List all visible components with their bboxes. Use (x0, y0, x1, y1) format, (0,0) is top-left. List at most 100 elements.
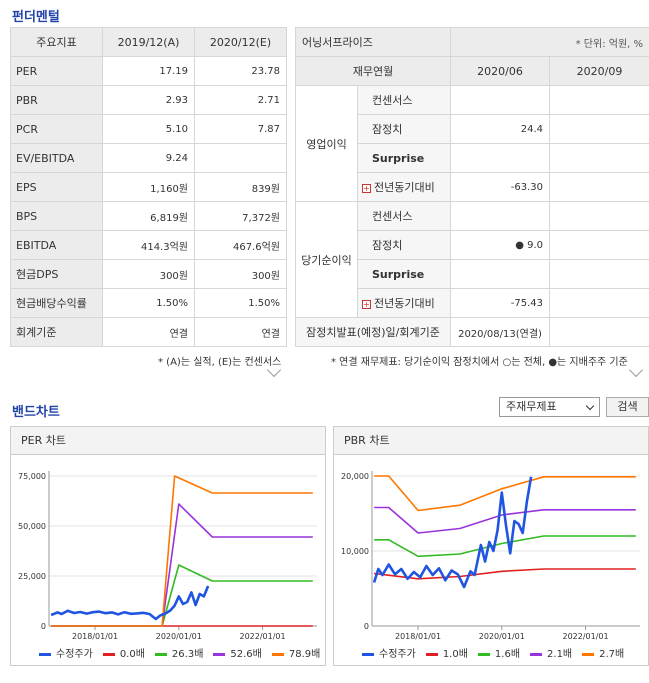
earnings-row-text: 컨센서스 (372, 210, 413, 223)
y-tick-label: 50,000 (18, 522, 46, 531)
earnings-row-label: Surprise (357, 259, 451, 289)
expand-plus-icon[interactable]: + (362, 299, 371, 309)
series-line-0 (50, 585, 210, 621)
series-line-2 (374, 535, 636, 558)
indicator-value: 300원 (102, 259, 195, 289)
earnings-title: 어닝서프라이즈 (295, 27, 451, 57)
legend-label: 2.7배 (599, 649, 625, 660)
indicator-label: PCR (10, 114, 103, 144)
series-line-4 (374, 475, 636, 512)
indicator-label: EPS (10, 172, 103, 202)
legend-label: 52.6배 (230, 649, 262, 660)
table-row: 잠정치 24.4 (296, 114, 649, 144)
per-chart-title: PER 차트 (11, 427, 325, 455)
fund-header-2019: 2019/12(A) (102, 27, 195, 57)
earnings-value: ● 9.0 (450, 230, 550, 260)
table-row: 영업이익 컨센서스 (295, 85, 649, 202)
indicator-value: 1.50% (194, 288, 287, 318)
earnings-row-label[interactable]: + 전년동기대비 (357, 172, 451, 202)
statement-select[interactable]: 주재무제표 (499, 397, 600, 417)
earnings-row-text: 잠정치 (372, 123, 403, 136)
series-line-1 (374, 568, 636, 580)
fundamental-note: * (A)는 실적, (E)는 컨센서스 (158, 357, 282, 368)
earnings-group-label: 영업이익 (295, 85, 358, 202)
series-line-3 (51, 503, 313, 627)
chevron-down-icon[interactable] (628, 362, 644, 378)
indicator-label: PBR (10, 85, 103, 115)
legend-label: 1.0배 (442, 649, 468, 660)
indicator-value: 23.78 (194, 56, 287, 86)
y-tick-label: 10,000 (341, 547, 369, 556)
earnings-row-label: 잠정치 (357, 230, 451, 260)
earnings-value (450, 259, 550, 289)
statement-select-value: 주재무제표 (506, 400, 557, 413)
earnings-value (548, 288, 649, 318)
indicator-label: 현금DPS (10, 259, 103, 289)
table-row: BPS 6,819원 7,372원 (10, 201, 287, 231)
series-line-4 (51, 475, 313, 627)
legend-swatch (425, 652, 438, 656)
earnings-value (548, 114, 649, 144)
earnings-value: -63.30 (450, 172, 550, 202)
per-chart-plot: 75,000 50,000 25,000 0 2018/01/01 2020/01/01 2… (18, 471, 317, 641)
earnings-value (548, 230, 649, 260)
legend-item: 수정주가 (39, 649, 93, 660)
x-tick-label: 2018/01/01 (72, 632, 118, 641)
indicator-label: PER (10, 56, 103, 86)
earnings-row-text: 컨센서스 (372, 94, 413, 107)
indicator-value: 6,819원 (102, 201, 195, 231)
fundamental-table: 주요지표 2019/12(A) 2020/12(E) PER 17.19 23.78… (10, 27, 287, 347)
legend-label: 1.6배 (494, 649, 521, 660)
earnings-row-text: 전년동기대비 (374, 181, 435, 194)
table-row: Surprise (296, 143, 649, 173)
indicator-value: 1.50% (102, 288, 195, 318)
x-tick-label: 2020/01/01 (479, 632, 525, 641)
indicator-value: 414.3억원 (102, 230, 195, 260)
per-chart-legend: 수정주가 0.0배 26.3배 52.6배 78.9배 (11, 645, 325, 660)
earnings-footer-v2 (548, 317, 649, 347)
legend-swatch (477, 652, 490, 656)
indicator-value (194, 143, 287, 173)
x-tick-label: 2022/01/01 (563, 632, 609, 641)
legend-label: 0.0배 (119, 649, 145, 660)
indicator-value: 7.87 (194, 114, 287, 144)
indicator-value: 2.71 (194, 85, 287, 115)
legend-label: 26.3배 (171, 649, 204, 660)
earnings-value: -75.43 (450, 288, 550, 318)
earnings-period-label: 재무연월 (295, 56, 451, 86)
legend-swatch (213, 652, 226, 656)
x-tick-label: 2020/01/01 (156, 632, 202, 641)
table-row: EPS 1,160원 839원 (10, 172, 287, 202)
earnings-row-label: 컨센서스 (357, 201, 451, 231)
y-tick-label: 20,000 (341, 472, 369, 481)
indicator-value: 300원 (194, 259, 287, 289)
table-row: EV/EBITDA 9.24 (10, 143, 287, 173)
indicator-value: 1,160원 (102, 172, 195, 202)
legend-item: 1.6배 (477, 649, 521, 660)
legend-item: 수정주가 (362, 649, 416, 660)
search-button[interactable]: 검색 (606, 397, 649, 417)
x-tick-label: 2018/01/01 (395, 632, 441, 641)
earnings-row-text: Surprise (372, 267, 425, 281)
earnings-row-label[interactable]: + 전년동기대비 (357, 288, 451, 318)
x-tick-label: 2022/01/01 (240, 632, 286, 641)
y-tick-label: 0 (41, 622, 46, 631)
legend-label: 수정주가 (379, 649, 416, 660)
earnings-value (548, 85, 649, 115)
earnings-value (450, 143, 550, 173)
earnings-period-1: 2020/06 (450, 56, 550, 86)
indicator-value: 17.19 (102, 56, 195, 86)
legend-swatch (154, 652, 167, 656)
table-row: 현금DPS 300원 300원 (10, 259, 287, 289)
y-tick-label: 0 (364, 622, 369, 631)
legend-swatch (530, 652, 543, 656)
legend-item: 26.3배 (154, 649, 204, 660)
earnings-row-text: Surprise (372, 151, 425, 165)
indicator-label: EV/EBITDA (10, 143, 103, 173)
earnings-value: 24.4 (450, 114, 550, 144)
indicator-label: 현금배당수익률 (10, 288, 103, 318)
indicator-value: 연결 (102, 317, 195, 347)
indicator-label: EBITDA (10, 230, 103, 260)
indicator-label: BPS (10, 201, 103, 231)
expand-plus-icon[interactable]: + (362, 183, 371, 193)
